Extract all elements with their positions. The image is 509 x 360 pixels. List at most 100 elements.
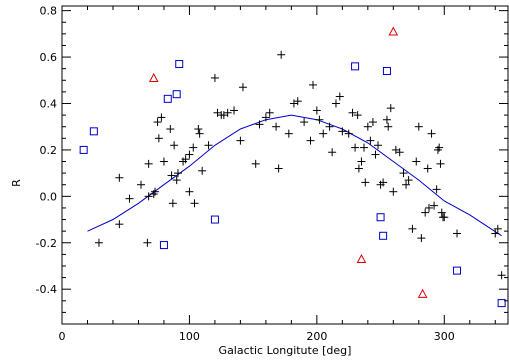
- square-marker: [382, 66, 391, 75]
- plus-marker: [395, 148, 404, 157]
- plus-marker: [379, 178, 388, 187]
- plus-marker: [315, 115, 324, 124]
- plus-marker: [319, 129, 328, 138]
- plus-marker: [172, 176, 181, 185]
- square-marker: [210, 215, 219, 224]
- plus-marker: [185, 187, 194, 196]
- x-tick-label: 100: [179, 330, 200, 343]
- plus-marker: [255, 120, 264, 129]
- plus-marker: [189, 143, 198, 152]
- plus-marker: [404, 176, 413, 185]
- plus-marker: [166, 125, 175, 134]
- plus-marker: [204, 141, 213, 150]
- plus-marker: [195, 129, 204, 138]
- plus-marker: [168, 199, 177, 208]
- plus-marker: [210, 73, 219, 82]
- square-marker: [79, 145, 88, 154]
- y-tick-label: -0.2: [36, 237, 57, 250]
- plus-marker: [371, 150, 380, 159]
- square-marker: [89, 127, 98, 136]
- plus-marker: [309, 80, 318, 89]
- plus-marker: [170, 141, 179, 150]
- plus-marker: [432, 185, 441, 194]
- plus-marker: [238, 83, 247, 92]
- square-marker: [351, 62, 360, 71]
- x-tick-label: 200: [306, 330, 327, 343]
- plus-marker: [115, 173, 124, 182]
- plus-marker: [389, 187, 398, 196]
- plus-marker: [436, 159, 445, 168]
- plus-marker: [417, 234, 426, 243]
- square-marker: [379, 231, 388, 240]
- plus-marker: [236, 136, 245, 145]
- plus-marker: [94, 238, 103, 247]
- triangle-marker: [417, 288, 428, 298]
- plus-marker: [440, 213, 449, 222]
- y-tick-label: 0.6: [40, 51, 58, 64]
- plus-marker: [408, 224, 417, 233]
- plus-marker: [331, 99, 340, 108]
- plus-marker: [435, 143, 444, 152]
- plus-marker: [348, 108, 357, 117]
- plus-marker: [354, 164, 363, 173]
- plus-marker: [198, 166, 207, 175]
- plus-marker: [423, 164, 432, 173]
- plus-marker: [414, 122, 423, 131]
- x-axis-label: Galactic Longitute [deg]: [219, 344, 352, 357]
- square-marker: [159, 241, 168, 250]
- square-marker: [376, 213, 385, 222]
- plus-marker: [351, 143, 360, 152]
- chart-marks: [79, 26, 506, 308]
- plus-marker: [335, 92, 344, 101]
- square-marker: [163, 94, 172, 103]
- plus-marker: [277, 50, 286, 59]
- chart-axes: 0 100 200 300 -0.4 -0.2 0.0 0.2 0.4 0.6 0.8: [36, 5, 508, 343]
- plus-marker: [261, 113, 270, 122]
- y-tick-label: 0.0: [40, 190, 58, 203]
- plus-marker: [251, 159, 260, 168]
- plus-marker: [137, 180, 146, 189]
- plus-marker: [412, 157, 421, 166]
- plus-marker: [143, 238, 152, 247]
- plus-marker: [274, 164, 283, 173]
- plus-marker: [157, 113, 166, 122]
- plus-marker: [159, 157, 168, 166]
- plot-frame: [61, 5, 509, 325]
- plus-marker: [154, 134, 163, 143]
- triangle-marker: [388, 26, 399, 36]
- plus-marker: [368, 118, 377, 127]
- plus-marker: [194, 125, 203, 134]
- triangle-marker: [148, 72, 159, 82]
- plus-marker: [382, 115, 391, 124]
- plus-marker: [125, 194, 134, 203]
- plus-marker: [402, 180, 411, 189]
- plus-marker: [424, 203, 433, 212]
- square-marker: [497, 299, 506, 308]
- plus-marker: [167, 171, 176, 180]
- plus-marker: [181, 155, 190, 164]
- plus-marker: [386, 104, 395, 113]
- square-marker: [453, 266, 462, 275]
- plus-marker: [265, 108, 274, 117]
- plus-marker: [497, 271, 506, 280]
- plus-marker: [361, 178, 370, 187]
- triangle-marker: [356, 253, 367, 264]
- plus-marker: [325, 122, 334, 131]
- plus-marker: [399, 169, 408, 178]
- plus-marker: [338, 127, 347, 136]
- plus-marker: [151, 187, 160, 196]
- plus-marker: [357, 157, 366, 166]
- plus-marker: [300, 118, 309, 127]
- y-tick-label: 0.4: [40, 97, 58, 110]
- plus-marker: [437, 208, 446, 217]
- plus-marker: [144, 192, 153, 201]
- plus-marker: [344, 129, 353, 138]
- plus-marker: [272, 122, 281, 131]
- plus-marker: [363, 122, 372, 131]
- y-axis-label: R: [10, 179, 23, 187]
- plus-marker: [427, 129, 436, 138]
- square-marker: [172, 90, 181, 99]
- plus-marker: [144, 159, 153, 168]
- plus-marker: [306, 136, 315, 145]
- plus-marker: [453, 229, 462, 238]
